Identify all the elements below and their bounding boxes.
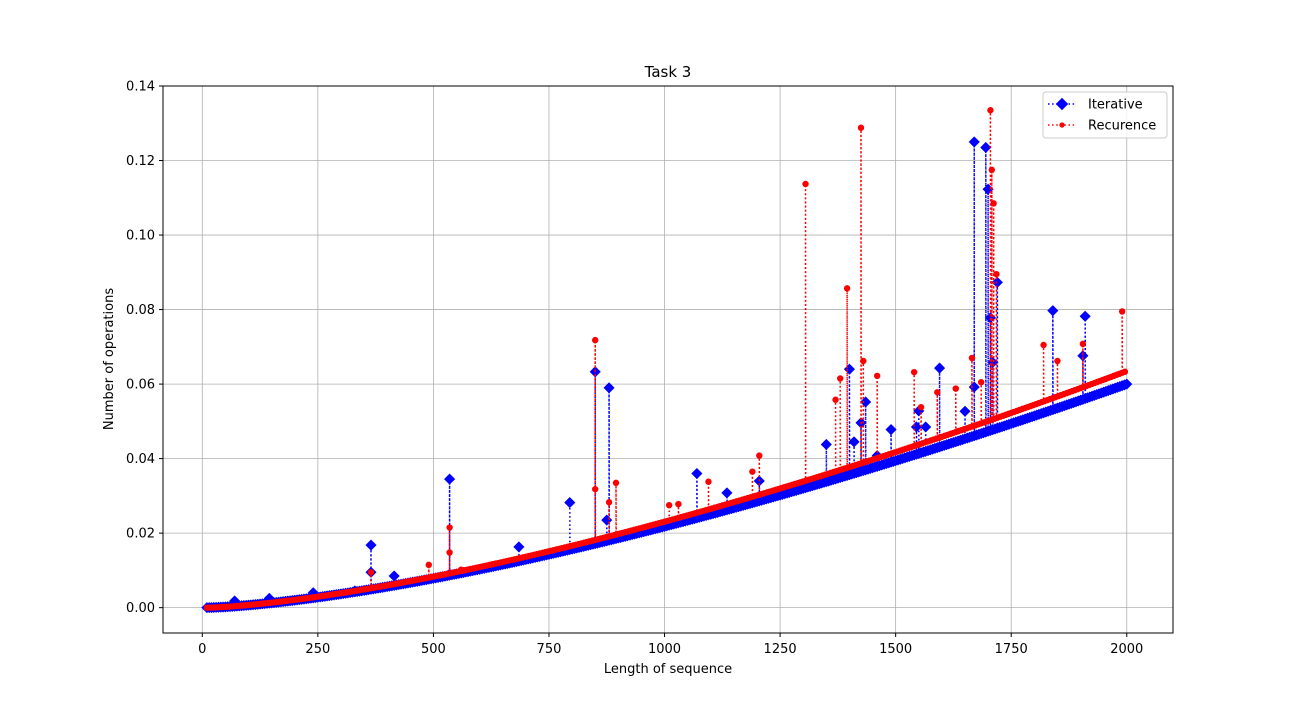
- data-point: [920, 421, 932, 433]
- data-point: [691, 467, 703, 480]
- y-axis-label: Number of operations: [102, 288, 117, 430]
- y-axis-ticks: 0.00 0.02 0.04 0.06 0.08 0.10 0.12 0.14: [126, 80, 163, 616]
- grid-lines: [163, 85, 1173, 633]
- data-point: [756, 452, 763, 459]
- data-point: [848, 436, 860, 448]
- data-point: [977, 379, 985, 386]
- x-tick-label: 1500: [879, 642, 912, 657]
- data-point: [1079, 310, 1091, 322]
- legend-entry-recurence: Recurence: [1048, 119, 1156, 134]
- data-point: [721, 487, 733, 499]
- data-point: [1054, 357, 1061, 365]
- x-tick-label: 1250: [764, 642, 797, 657]
- chart-title: Task 3: [644, 63, 692, 81]
- series-recurence: [203, 107, 1129, 611]
- y-tick-label: 0.14: [126, 80, 155, 95]
- data-point: [1118, 308, 1126, 315]
- data-point: [802, 180, 809, 188]
- data-point: [952, 385, 959, 392]
- x-axis-label: Length of sequence: [604, 662, 732, 677]
- legend-label-recurence: Recurence: [1088, 119, 1156, 134]
- data-point: [513, 541, 525, 553]
- data-point: [993, 270, 1000, 278]
- data-point: [968, 136, 980, 148]
- y-tick-label: 0.02: [126, 527, 155, 542]
- data-point: [843, 363, 856, 375]
- y-tick-label: 0.04: [126, 452, 155, 467]
- data-point: [910, 368, 918, 376]
- plot-series: [201, 107, 1133, 614]
- data-point: [832, 396, 839, 403]
- data-point: [987, 107, 994, 114]
- data-point: [425, 561, 432, 569]
- data-point: [457, 566, 465, 573]
- data-point: [980, 141, 992, 154]
- data-point: [857, 124, 865, 131]
- x-tick-label: 750: [537, 642, 562, 657]
- data-point: [933, 362, 946, 374]
- data-point: [968, 381, 980, 393]
- data-point: [988, 166, 996, 174]
- data-point: [446, 524, 453, 531]
- legend-marker-recurence: [1059, 122, 1065, 128]
- x-tick-label: 1750: [995, 642, 1028, 657]
- data-point: [365, 539, 377, 551]
- data-point: [1047, 305, 1059, 317]
- data-point: [446, 549, 453, 556]
- data-point: [1079, 340, 1087, 348]
- legend-label-iterative: Iterative: [1088, 98, 1143, 113]
- data-point: [749, 468, 756, 475]
- legend-marker-iterative: [1055, 97, 1069, 111]
- x-axis-ticks: 0 250 500 750 1000 1250 1500 1750 2000: [198, 633, 1143, 657]
- y-tick-label: 0.10: [126, 229, 155, 244]
- data-point: [873, 372, 881, 380]
- data-point: [885, 423, 897, 436]
- data-point: [1121, 378, 1133, 390]
- y-tick-label: 0.00: [126, 601, 155, 616]
- data-point: [968, 354, 976, 362]
- data-point: [990, 200, 997, 207]
- data-point: [443, 473, 456, 485]
- data-point: [859, 396, 872, 408]
- data-point: [612, 479, 620, 487]
- x-tick-label: 500: [421, 642, 446, 657]
- data-point: [1121, 368, 1129, 375]
- legend: Iterative Recurence: [1042, 91, 1168, 139]
- data-point: [959, 405, 971, 417]
- data-point: [917, 403, 925, 411]
- series-markers-recurence: [203, 107, 1129, 611]
- data-point: [665, 501, 673, 509]
- data-point: [991, 276, 1004, 289]
- data-point: [705, 478, 712, 485]
- x-tick-label: 0: [198, 642, 206, 657]
- data-point: [605, 499, 613, 506]
- data-point: [603, 382, 615, 394]
- data-point: [675, 500, 682, 508]
- y-tick-label: 0.12: [126, 154, 155, 169]
- plot-frame: [162, 85, 1174, 634]
- x-tick-label: 250: [305, 642, 330, 657]
- y-tick-label: 0.06: [126, 378, 155, 393]
- data-point: [367, 569, 375, 576]
- data-point: [820, 438, 832, 451]
- data-point: [843, 285, 851, 292]
- data-point: [934, 389, 941, 396]
- y-tick-label: 0.08: [126, 303, 155, 318]
- data-point: [591, 336, 599, 344]
- data-point: [591, 485, 599, 493]
- x-tick-label: 2000: [1110, 642, 1143, 657]
- legend-entry-iterative: Iterative: [1048, 98, 1143, 113]
- data-point: [836, 375, 844, 382]
- data-point: [1040, 341, 1047, 349]
- data-point: [860, 357, 867, 365]
- data-point: [564, 496, 576, 509]
- x-tick-label: 1000: [648, 642, 681, 657]
